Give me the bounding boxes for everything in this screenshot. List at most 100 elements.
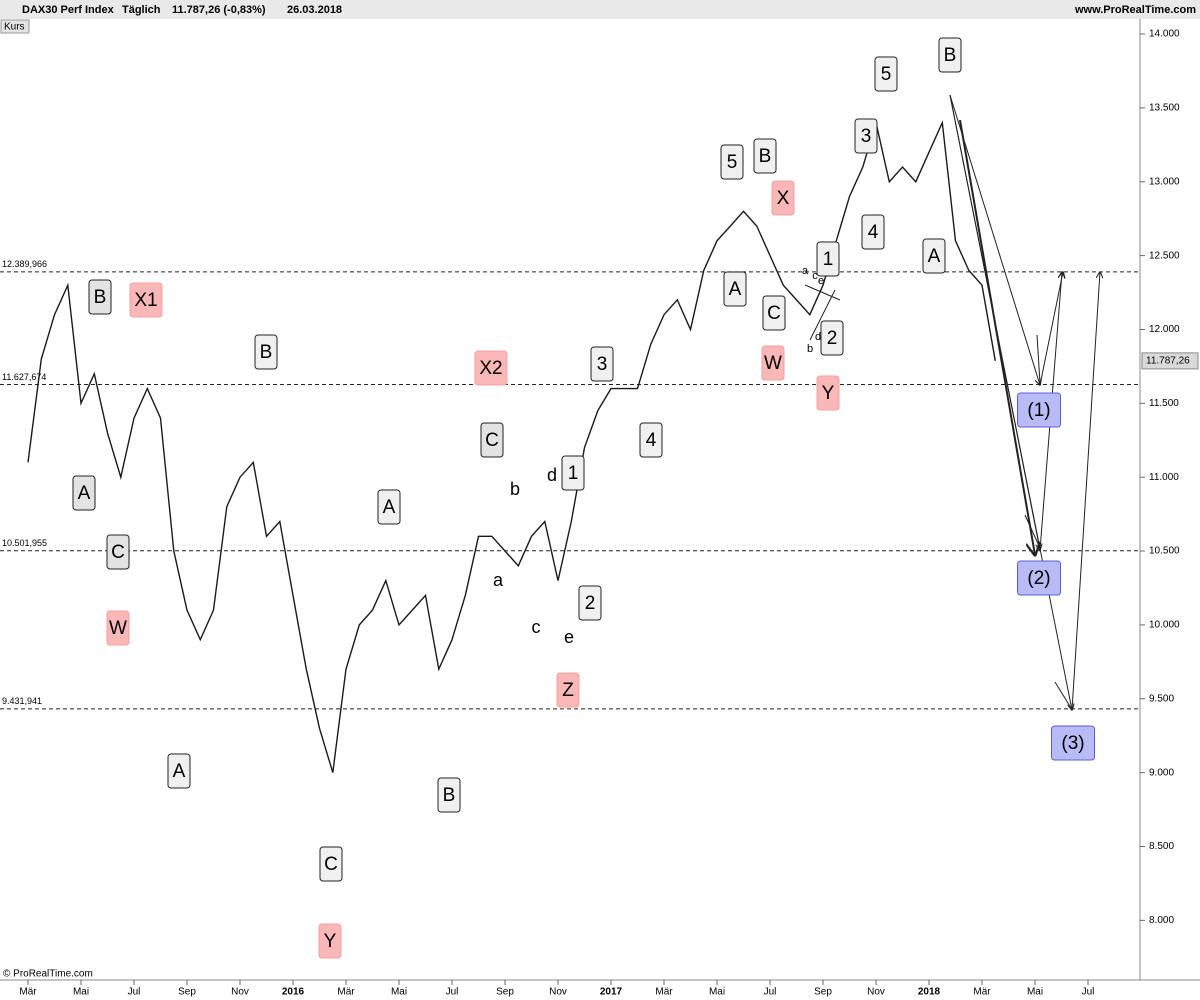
y-tick-label: 8.000 xyxy=(1149,915,1174,926)
x-tick-label: Mai xyxy=(1027,987,1043,998)
wave-label: a xyxy=(493,570,504,590)
x-tick-label: Jul xyxy=(1082,987,1095,998)
wave-label: e xyxy=(818,275,824,287)
y-tick-label: 8.500 xyxy=(1149,841,1174,852)
wave-label: d xyxy=(547,465,557,485)
wave-label-box xyxy=(938,37,962,73)
x-tick-label: Mai xyxy=(709,987,725,998)
wave-label: X xyxy=(777,188,790,209)
wave-label: C xyxy=(111,542,125,563)
wave-label: (3) xyxy=(1061,733,1084,754)
wave-label: X1 xyxy=(134,290,157,311)
y-tick-label: 12.000 xyxy=(1149,324,1180,335)
level-label: 12.389,966 xyxy=(2,259,47,269)
wave-label: A xyxy=(383,497,396,518)
wave-label-box xyxy=(1017,560,1061,596)
y-tick-label: 11.000 xyxy=(1149,472,1179,483)
wave-label-box xyxy=(854,118,878,154)
wave-label: C xyxy=(485,430,499,451)
projection-arrow xyxy=(1036,334,1041,384)
wave-label-box xyxy=(639,422,663,458)
x-tick-label: Mär xyxy=(973,987,991,998)
wave-label: W xyxy=(764,353,782,374)
wave-label: A xyxy=(729,279,742,300)
wave-label: X2 xyxy=(479,358,502,379)
wave-label: B xyxy=(759,146,772,167)
x-tick-label: 2017 xyxy=(600,987,623,998)
wave-label: C xyxy=(324,854,338,875)
wave-label-box xyxy=(437,777,461,813)
projection-arrow xyxy=(1039,272,1063,386)
x-tick-label: Mär xyxy=(655,987,673,998)
wave-label: 4 xyxy=(868,222,879,243)
wave-label-box xyxy=(474,350,508,386)
date: 26.03.2018 xyxy=(287,4,342,16)
y-tick-label: 13.500 xyxy=(1149,103,1180,114)
wave-label: 2 xyxy=(827,328,838,349)
y-tick-label: 9.000 xyxy=(1149,767,1174,778)
y-tick-label: 13.000 xyxy=(1149,176,1180,187)
wave-label: 3 xyxy=(861,126,872,147)
projection-arrow xyxy=(949,94,1072,710)
wave-label-box xyxy=(753,138,777,174)
projection-arrow xyxy=(1071,272,1100,711)
wave-label-box xyxy=(318,923,342,959)
level-label: 9.431,941 xyxy=(2,696,42,706)
x-tick-label: Mär xyxy=(19,987,37,998)
projection-arrow xyxy=(804,284,841,301)
wave-label-box xyxy=(820,320,844,356)
wave-label-box xyxy=(561,455,585,491)
y-tick-label: 10.500 xyxy=(1149,546,1180,557)
wave-label: c xyxy=(532,617,541,637)
projection-arrow xyxy=(809,289,836,341)
wave-label-box xyxy=(922,238,946,274)
wave-label-box xyxy=(88,279,112,315)
wave-label: W xyxy=(109,618,127,639)
level-label: 11.627,674 xyxy=(2,372,46,382)
wave-label: b xyxy=(807,343,813,355)
wave-label: 5 xyxy=(727,152,738,173)
wave-label-box xyxy=(874,56,898,92)
y-tick-label: 10.000 xyxy=(1149,620,1180,631)
period: Täglich xyxy=(122,4,161,16)
wave-label: e xyxy=(564,627,574,647)
wave-label-box xyxy=(72,475,96,511)
wave-label: c xyxy=(812,270,818,282)
x-tick-label: 2016 xyxy=(282,987,305,998)
panel-label-box xyxy=(0,19,30,34)
wave-label: Y xyxy=(822,383,835,404)
x-tick-label: Mai xyxy=(73,987,89,998)
x-tick-label: 2018 xyxy=(918,987,941,998)
panel-label: Kurs xyxy=(4,22,25,33)
wave-label: B xyxy=(94,287,107,308)
wave-label: 4 xyxy=(646,430,657,451)
last-change: 11.787,26 (-0,83%) xyxy=(172,4,266,16)
wave-label-box xyxy=(556,672,580,708)
wave-label-box xyxy=(771,180,795,216)
wave-label: A xyxy=(78,483,91,504)
y-tick-label: 14.000 xyxy=(1149,29,1180,40)
x-tick-label: Jul xyxy=(128,987,141,998)
wave-label-box xyxy=(761,345,785,381)
wave-label: Z xyxy=(562,680,574,701)
wave-label: B xyxy=(260,342,273,363)
wave-label-box xyxy=(129,282,163,318)
projection-arrow xyxy=(959,119,1035,555)
wave-label: 1 xyxy=(823,249,834,270)
level-label: 10.501,955 xyxy=(2,538,47,548)
wave-label: B xyxy=(443,785,456,806)
wave-label: A xyxy=(173,761,186,782)
copyright: © ProRealTime.com xyxy=(3,969,93,980)
wave-label: A xyxy=(928,246,941,267)
x-tick-label: Nov xyxy=(867,987,885,998)
wave-label: 2 xyxy=(585,593,596,614)
y-tick-label: 9.500 xyxy=(1149,693,1174,704)
wave-label-box xyxy=(723,271,747,307)
x-tick-label: Nov xyxy=(549,987,567,998)
wave-label: d xyxy=(815,331,821,343)
wave-label-box xyxy=(254,334,278,370)
wave-label-box xyxy=(590,346,614,382)
y-tick-label: 11.500 xyxy=(1149,398,1179,409)
